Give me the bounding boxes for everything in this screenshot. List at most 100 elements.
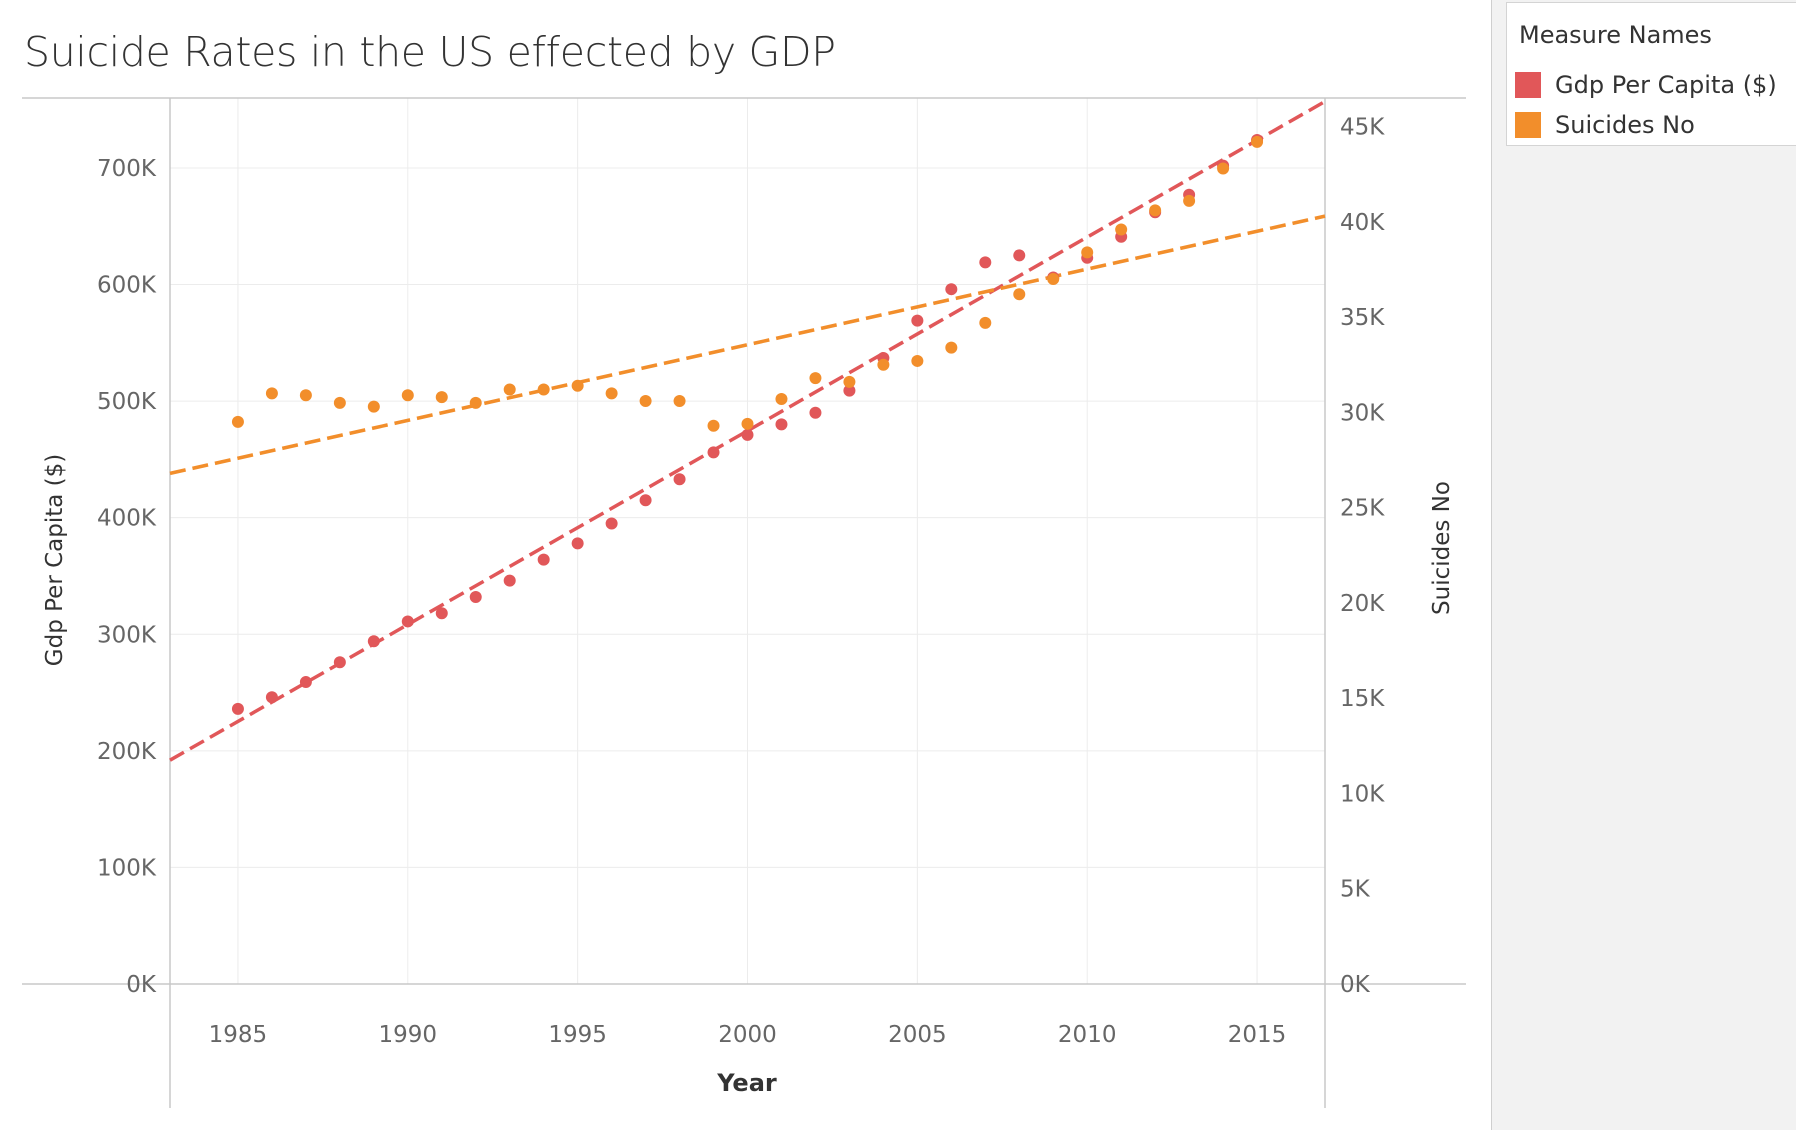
y-tick-label-right: 0K	[1340, 972, 1371, 998]
y-tick-label-left: 0K	[126, 972, 157, 998]
legend-label-suicides: Suicides No	[1555, 111, 1695, 139]
legend-title: Measure Names	[1519, 21, 1712, 49]
gdp-point	[571, 537, 584, 550]
chart-title: Suicide Rates in the US effected by GDP	[24, 28, 836, 76]
y-tick-label-left: 200K	[97, 739, 157, 765]
suicides-point	[707, 419, 720, 432]
x-axis-label: Year	[716, 1069, 777, 1097]
suicides-point	[877, 358, 890, 371]
axis-labels: Year Gdp Per Capita ($) Suicides No	[42, 454, 1455, 1097]
y-tick-label-right: 15K	[1340, 686, 1385, 712]
suicides-point	[1081, 246, 1094, 259]
gdp-point	[333, 656, 346, 669]
suicides-point	[571, 379, 584, 392]
suicides-point	[1013, 288, 1026, 301]
y-tick-label-left: 700K	[97, 156, 157, 182]
side-panel: Measure Names Gdp Per Capita ($) Suicide…	[1492, 0, 1796, 1130]
suicides-point	[1115, 223, 1128, 236]
gdp-point	[979, 256, 992, 269]
y-tick-label-left: 300K	[97, 622, 157, 648]
gdp-point	[911, 314, 924, 327]
y-tick-label-left: 100K	[97, 855, 157, 881]
legend-swatch-gdp	[1515, 72, 1541, 98]
suicides-point	[231, 415, 244, 428]
chart-area: Suicide Rates in the US effected by GDP …	[22, 28, 1466, 1108]
gdp-point	[945, 283, 958, 296]
suicides-point	[537, 383, 550, 396]
x-tick-label: 2005	[888, 1022, 947, 1048]
chart-svg: 1985 1990 1995 2000 2005 2010 2015 0K 100K 200K 30…	[22, 97, 1466, 1108]
gdp-point	[367, 635, 380, 648]
gdp-point	[435, 607, 448, 620]
gdp-point	[775, 418, 788, 431]
trend-line-suicides	[169, 214, 1326, 476]
y-tick-label-right: 30K	[1340, 400, 1385, 426]
y-axis-label-left: Gdp Per Capita ($)	[42, 454, 68, 666]
x-tick-label: 1995	[548, 1022, 607, 1048]
y-tick-label-right: 10K	[1340, 781, 1385, 807]
y-tick-label-right: 5K	[1340, 877, 1371, 903]
suicides-point	[673, 394, 686, 407]
x-tick-label: 1990	[379, 1022, 438, 1048]
y-tick-label-right: 45K	[1340, 115, 1385, 141]
x-tick-label: 1985	[209, 1022, 268, 1048]
y-tick-label-left: 600K	[97, 273, 157, 299]
suicides-point	[265, 387, 278, 400]
x-tick-label: 2000	[718, 1022, 777, 1048]
suicides-point	[367, 400, 380, 413]
gdp-point	[741, 428, 754, 441]
gdp-point	[605, 517, 618, 530]
suicides-point	[1217, 162, 1230, 175]
x-tick-label: 2010	[1058, 1022, 1117, 1048]
gdp-point	[707, 446, 720, 459]
gdp-point	[231, 702, 244, 715]
suicides-point	[1149, 204, 1162, 217]
y-tick-label-right: 40K	[1340, 210, 1385, 236]
suicides-point	[1047, 273, 1060, 286]
legend-swatch-suicides	[1515, 112, 1541, 138]
gdp-point	[503, 574, 516, 587]
gdp-point	[299, 676, 312, 689]
gdp-point	[401, 615, 414, 628]
trend-line-gdp	[169, 99, 1326, 762]
suicides-point	[911, 354, 924, 367]
gridlines	[170, 98, 1325, 984]
suicides-point	[435, 391, 448, 404]
gdp-point	[673, 473, 686, 486]
suicides-point	[503, 383, 516, 396]
suicides-point	[945, 341, 958, 354]
suicides-point	[979, 316, 992, 329]
suicides-point	[469, 396, 482, 409]
y-tick-label-right: 20K	[1340, 591, 1385, 617]
gdp-point	[265, 691, 278, 704]
gdp-point	[639, 494, 652, 507]
gdp-point	[469, 590, 482, 603]
y-axis-label-right: Suicides No	[1429, 481, 1455, 615]
suicides-point	[333, 396, 346, 409]
suicides-point	[775, 393, 788, 406]
suicides-point	[401, 389, 414, 402]
suicides-point	[1183, 194, 1196, 207]
suicides-point	[843, 375, 856, 388]
gdp-point	[843, 384, 856, 397]
gdp-point	[1013, 249, 1026, 262]
y-tick-label-left: 400K	[97, 506, 157, 532]
legend: Measure Names Gdp Per Capita ($) Suicide…	[1506, 2, 1796, 146]
legend-label-gdp: Gdp Per Capita ($)	[1555, 71, 1777, 99]
y-tick-label-right: 35K	[1340, 305, 1385, 331]
y-tick-label-right: 25K	[1340, 496, 1385, 522]
gdp-point	[809, 406, 822, 419]
y-tick-label-left: 500K	[97, 389, 157, 415]
x-tick-label: 2015	[1228, 1022, 1287, 1048]
trend-lines	[169, 99, 1326, 762]
tick-labels: 1985 1990 1995 2000 2005 2010 2015 0K 100K 200K 30…	[97, 115, 1385, 1048]
suicides-point	[639, 394, 652, 407]
suicides-point	[299, 389, 312, 402]
axis-frame	[22, 97, 1466, 1108]
gdp-point	[537, 553, 550, 566]
panel-divider	[1491, 0, 1492, 1130]
suicides-point	[741, 417, 754, 430]
suicides-point	[1251, 135, 1264, 148]
suicides-point	[809, 372, 822, 385]
data-points	[231, 133, 1264, 715]
